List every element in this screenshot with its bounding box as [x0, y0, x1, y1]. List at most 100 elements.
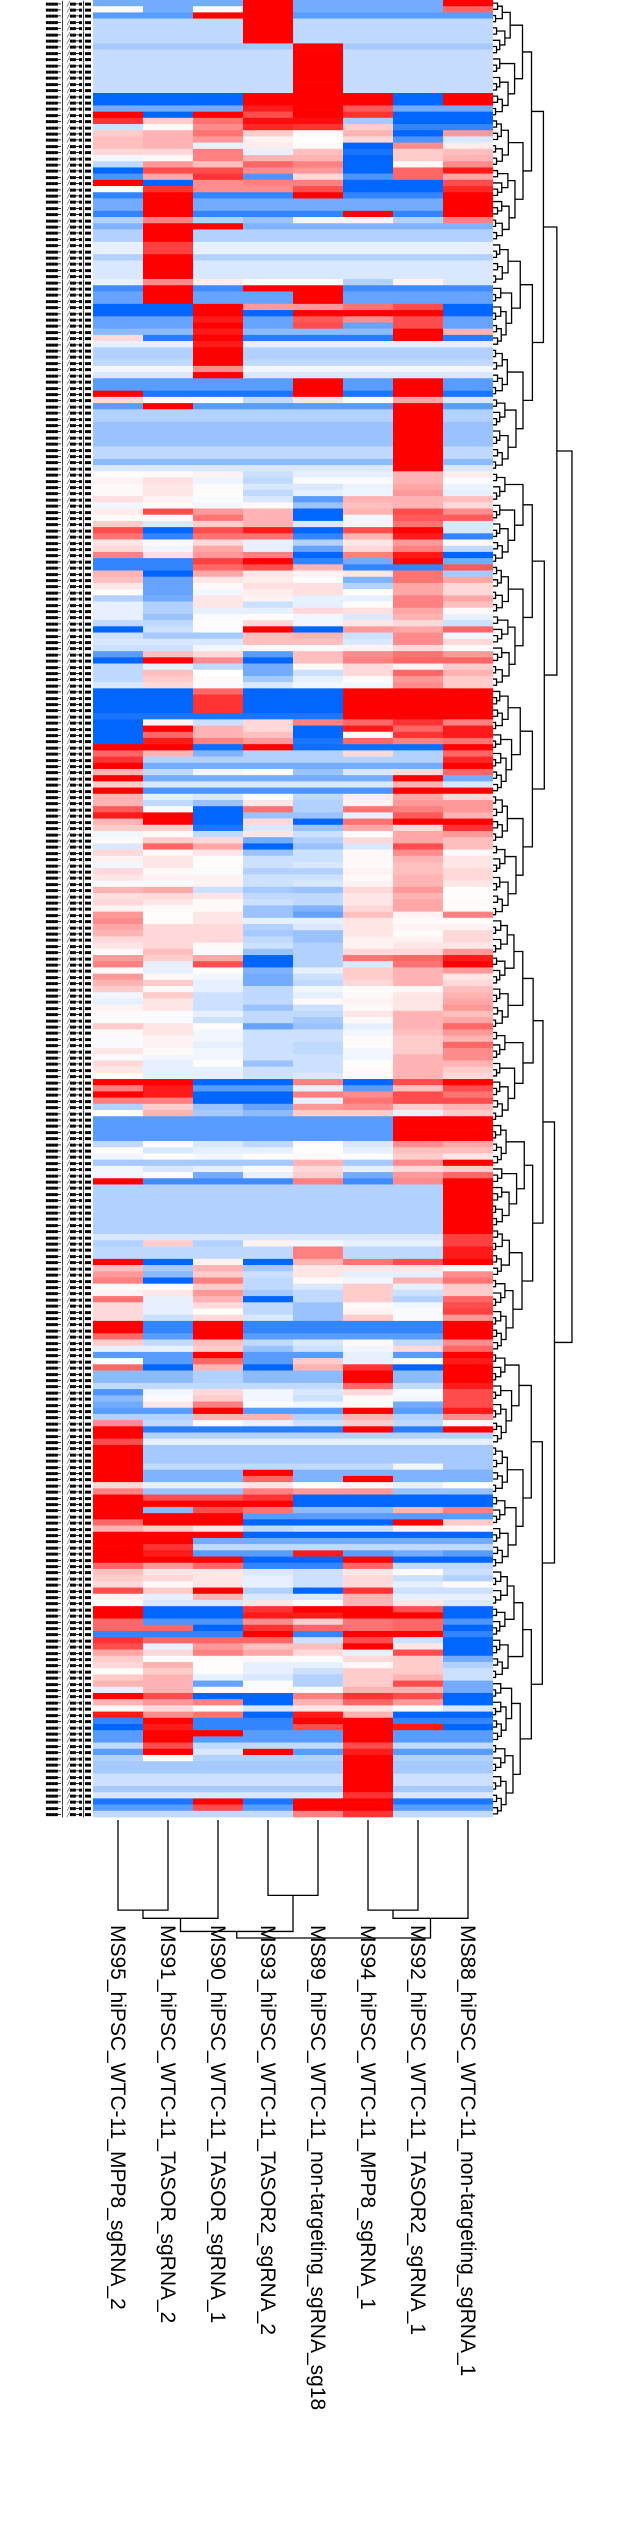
heatmap-cell	[243, 1407, 293, 1415]
heatmap-cell	[243, 713, 293, 720]
heatmap-cell	[393, 217, 443, 224]
heatmap-cell	[293, 1376, 343, 1384]
heatmap-cell	[93, 961, 143, 968]
heatmap-cell	[193, 142, 243, 150]
row-label: ■■■■━┃ ╱■■━■┃■■	[46, 75, 91, 82]
row-label: ■■■■━┃ ╱■■━■┃■■	[46, 1389, 91, 1396]
heatmap-cell	[243, 1680, 293, 1688]
heatmap-cell	[293, 1240, 343, 1247]
heatmap-cell	[193, 1649, 243, 1657]
heatmap-cell	[443, 1717, 493, 1725]
row-label: ■■■■━┃ ╱■■━■┃■■	[46, 385, 91, 392]
row-label: ■■■■━┃ ╱■■━■┃■■	[46, 379, 91, 386]
heatmap-cell	[143, 818, 193, 826]
row-label: ■■■■━┃ ╱■■━■┃■■	[46, 1600, 91, 1607]
heatmap-cell	[93, 1141, 143, 1148]
row-dendrogram-branch	[493, 752, 502, 764]
heatmap-cell	[393, 1513, 443, 1520]
heatmap-cell	[343, 365, 393, 373]
heatmap-cell	[143, 1097, 193, 1105]
heatmap-cell	[293, 192, 343, 199]
row-dendrogram-branch	[500, 1408, 507, 1434]
row-dendrogram-branch	[495, 594, 503, 609]
heatmap-cell	[243, 787, 293, 795]
heatmap-cell	[193, 297, 243, 305]
heatmap-cell	[243, 1184, 293, 1191]
heatmap-cell	[193, 167, 243, 174]
heatmap-cell	[443, 198, 493, 205]
heatmap-cell	[443, 378, 493, 385]
row-dendrogram-branch	[493, 169, 499, 178]
row-label: ■■■■━┃ ╱■■━■┃■■	[46, 906, 91, 913]
heatmap-cell	[193, 1097, 243, 1105]
heatmap-cell	[293, 254, 343, 261]
heatmap-cell	[93, 1599, 143, 1607]
heatmap-cell	[443, 1190, 493, 1198]
heatmap-cell	[143, 1444, 193, 1452]
row-dendrogram-branch	[493, 1496, 498, 1505]
heatmap-cell	[393, 1085, 443, 1092]
heatmap-cell	[243, 1723, 293, 1731]
heatmap-cell	[193, 1060, 243, 1067]
heatmap-cell	[443, 799, 493, 807]
row-label: ■■■■━┃ ╱■■━■┃■■	[46, 670, 91, 677]
heatmap-cell	[93, 1345, 143, 1353]
heatmap-cell	[393, 1754, 443, 1762]
row-label: ■■■■━┃ ╱■■━■┃■■	[46, 1185, 91, 1192]
heatmap-cell	[393, 1358, 443, 1365]
heatmap-cell	[193, 1451, 243, 1458]
row-dendrogram-branch	[493, 883, 498, 891]
row-dendrogram-branch	[496, 402, 506, 418]
heatmap-cell	[193, 744, 243, 751]
heatmap-cell	[93, 12, 143, 19]
heatmap-cell	[393, 471, 443, 478]
heatmap-cell	[343, 291, 393, 298]
heatmap-cell	[193, 1358, 243, 1365]
heatmap-cell	[293, 1643, 343, 1650]
heatmap-cell	[393, 967, 443, 974]
heatmap-cell	[143, 465, 193, 472]
heatmap-cell	[93, 1432, 143, 1440]
row-dendrogram-branch	[500, 1706, 507, 1731]
heatmap-cell	[393, 651, 443, 658]
heatmap-cell	[293, 117, 343, 125]
heatmap-cell	[143, 458, 193, 466]
heatmap-cell	[343, 74, 393, 81]
heatmap-cell	[293, 1023, 343, 1030]
heatmap-cell	[143, 260, 193, 267]
heatmap-cell	[243, 1141, 293, 1148]
heatmap-cell	[193, 1221, 243, 1229]
row-label: ■■■■━┃ ╱■■━■┃■■	[46, 1644, 91, 1651]
heatmap-cell	[93, 527, 143, 534]
heatmap-cell	[93, 43, 143, 50]
heatmap-cell	[293, 24, 343, 32]
heatmap-cell	[343, 403, 393, 410]
row-dendrogram-branch	[495, 98, 503, 113]
heatmap-cell	[193, 148, 243, 156]
heatmap-cell	[193, 669, 243, 677]
heatmap-cell	[343, 675, 393, 683]
heatmap-cell	[393, 657, 443, 664]
heatmap-cell	[93, 787, 143, 795]
heatmap-cell	[393, 1736, 443, 1743]
heatmap-cell	[393, 706, 443, 714]
row-label: ■■■■━┃ ╱■■━■┃■■	[46, 1265, 91, 1272]
row-label: ■■■■━┃ ╱■■━■┃■■	[46, 1699, 91, 1706]
heatmap-cell	[143, 1686, 193, 1694]
heatmap-cell	[143, 279, 193, 286]
heatmap-cell	[93, 1234, 143, 1241]
row-dendrogram-branch	[499, 993, 509, 1018]
row-label: ■■■■━┃ ╱■■━■┃■■	[46, 1557, 91, 1564]
heatmap-cell	[443, 111, 493, 119]
row-dendrogram-branch	[543, 226, 558, 676]
heatmap-cell	[343, 725, 393, 733]
heatmap-cell	[343, 1519, 393, 1526]
row-dendrogram-branch	[500, 1129, 507, 1155]
heatmap-cell	[293, 998, 343, 1005]
heatmap-cell	[393, 1525, 443, 1533]
row-dendrogram-branch	[496, 1034, 506, 1051]
heatmap-cell	[243, 1482, 293, 1489]
heatmap-cell	[243, 638, 293, 646]
heatmap-cell	[143, 1506, 193, 1514]
row-dendrogram-branch	[493, 1776, 502, 1787]
